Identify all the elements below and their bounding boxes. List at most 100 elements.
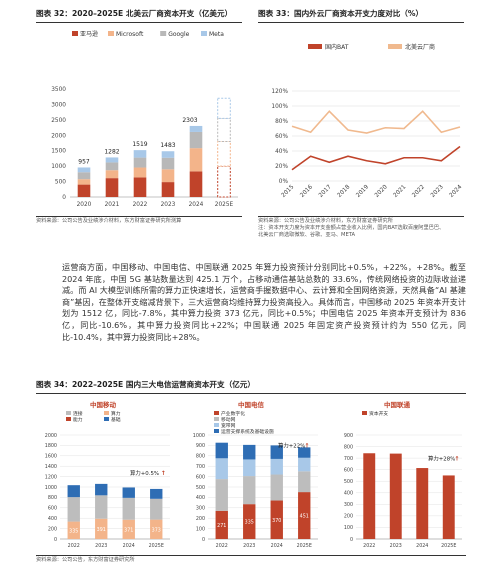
bar-segment	[105, 162, 119, 171]
x-tick-label: 2024	[416, 543, 428, 549]
y-tick-label: 2000	[45, 433, 57, 439]
y-tick-label: 40%	[275, 149, 288, 155]
y-tick-label: 900	[344, 433, 353, 439]
x-tick-label: 2025E	[297, 543, 312, 549]
legend-swatch	[160, 31, 167, 36]
legend-label: 宽带网	[221, 422, 236, 429]
bar-segment-projected	[217, 117, 231, 142]
x-tick-label: 2023	[243, 543, 255, 549]
bar-segment	[133, 157, 147, 168]
growth-annotation: 算力+0.5%	[130, 469, 159, 477]
bar-segment	[67, 485, 80, 498]
legend-label: 能力	[73, 416, 83, 423]
bar-segment	[161, 182, 175, 197]
bar-segment	[161, 169, 175, 183]
x-tick-label: 2024	[189, 202, 204, 208]
bar-total-label: 1519	[132, 141, 147, 148]
y-tick-label: 900	[196, 443, 205, 449]
bar-segment	[215, 510, 228, 539]
y-tick-label: 20%	[275, 164, 288, 170]
legend-label: 运营支撑系统及基础设施	[221, 428, 274, 435]
legend-swatch	[108, 31, 114, 36]
bar-data-label: 373	[152, 527, 161, 533]
x-tick-label: 2020	[77, 202, 92, 208]
y-tick-label: 1500	[51, 149, 66, 155]
series-line	[291, 145, 461, 171]
x-tick-label: 2022	[68, 543, 80, 549]
legend-label: 算力	[111, 410, 121, 417]
bar-segment	[122, 519, 135, 539]
legend-label: 连接	[73, 410, 83, 417]
y-tick-label: 300	[344, 502, 353, 508]
growth-annotation: 算力+22%	[278, 441, 305, 449]
bar-segment	[189, 171, 203, 197]
bar-segment	[298, 447, 311, 458]
bar-segment	[105, 170, 119, 179]
series-line	[291, 110, 461, 134]
y-tick-label: 1600	[45, 454, 57, 460]
fig33-chart: 国内BAT 北美云厂商 0% 20% 40% 60% 80% 100% 120% 2015 2016…	[271, 43, 463, 199]
y-tick-label: 700	[344, 456, 353, 462]
bar-segment	[298, 471, 311, 493]
bar-segment	[215, 458, 228, 480]
bar-total-label: 1282	[104, 148, 119, 155]
bar-segment	[150, 488, 163, 499]
y-tick-label: 0%	[279, 179, 289, 185]
bar-segment	[77, 179, 91, 185]
bar-segment	[105, 178, 119, 197]
bar-segment-projected	[217, 97, 231, 119]
x-tick-label: 2019	[355, 184, 370, 199]
bar-data-label: 335	[245, 520, 254, 526]
bar-segment	[150, 498, 163, 520]
y-tick-label: 400	[48, 516, 57, 522]
legend-swatch	[214, 423, 219, 427]
body-paragraph: 运营商方面，中国移动、中国电信、中国联通 2025 年算力投资预计分别同比+0.…	[62, 262, 466, 342]
x-tick-label: 2016	[299, 184, 314, 199]
fig32-chart: 亚马逊 Microsoft Google Meta 0 500 1000 1500 2000 25…	[51, 30, 238, 208]
y-tick-label: 200	[344, 514, 353, 520]
y-tick-label: 2500	[51, 118, 66, 124]
legend-swatch	[66, 411, 71, 415]
bar-segment	[243, 504, 256, 539]
bar-segment-projected	[217, 140, 231, 167]
y-tick-label: 1000	[193, 433, 205, 439]
bar-data-label: 370	[272, 518, 281, 524]
y-tick-label: 600	[344, 467, 353, 473]
bar-data-label: 271	[217, 523, 226, 529]
y-tick-label: 500	[55, 180, 66, 186]
legend-label: 亚马逊	[80, 30, 98, 38]
x-tick-label: 2025E	[149, 543, 164, 549]
fig33-source-line: 北美云厂商选取微软、谷歌、亚马、META	[258, 232, 356, 238]
y-tick-label: 0	[54, 537, 57, 543]
y-tick-label: 600	[48, 506, 57, 512]
y-tick-label: 800	[344, 444, 353, 450]
bar-segment	[189, 131, 203, 149]
x-tick-label: 2023	[161, 202, 176, 208]
y-tick-label: 200	[196, 516, 205, 522]
x-tick-label: 2023	[430, 184, 445, 199]
y-tick-label: 60%	[275, 134, 288, 140]
bar-segment	[270, 500, 283, 539]
legend-label: Microsoft	[116, 31, 144, 38]
fig33-source: 资料来源：公司公告及业绩涉介材料，东方财富证券研究所 注：资本开支力度为资本开支…	[258, 218, 464, 239]
bar-segment	[442, 475, 455, 539]
x-tick-label: 2018	[337, 184, 352, 199]
bar-data-label: 391	[97, 527, 106, 533]
y-tick-label: 2000	[51, 133, 66, 139]
y-tick-label: 800	[48, 495, 57, 501]
x-tick-label: 2020	[374, 184, 389, 199]
bar-segment	[95, 495, 108, 519]
fig33-source-line: 注：资本开支力度为资本开支金额占营业收入比例，国内BAT选取百度阿里巴巴、	[258, 225, 445, 231]
y-tick-label: 120%	[271, 89, 288, 95]
bar-segment	[389, 453, 402, 539]
bar-segment	[105, 157, 119, 163]
bar-data-label: 451	[300, 514, 309, 520]
x-tick-label: 2023	[390, 543, 402, 549]
bar-segment	[363, 453, 376, 539]
x-tick-label: 2025E	[215, 202, 234, 208]
y-tick-label: 100%	[271, 104, 288, 110]
x-tick-label: 2015	[281, 184, 296, 199]
bar-segment	[189, 125, 203, 132]
